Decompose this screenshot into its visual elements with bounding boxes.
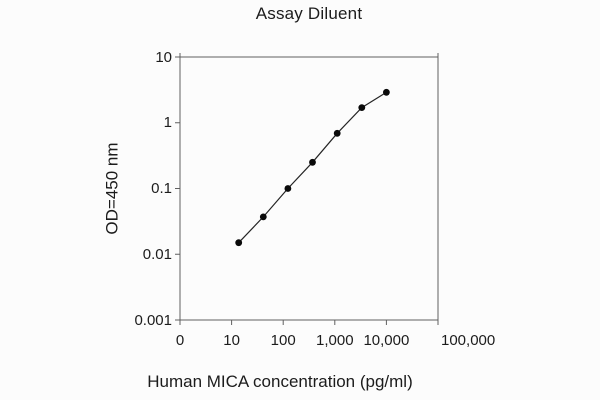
data-point	[284, 185, 292, 192]
data-point	[235, 239, 243, 247]
plot-frame	[179, 56, 439, 321]
y-tick-label: 0.1	[151, 180, 172, 197]
chart-title: Assay Diluent	[255, 4, 363, 23]
data-point	[333, 129, 341, 137]
series-line	[238, 91, 387, 244]
x-tick-label: 100,000	[441, 332, 496, 349]
x-tick-label: 100	[270, 332, 296, 349]
data-point	[383, 88, 390, 96]
data-point	[358, 104, 366, 111]
x-tick-label: 10,000	[363, 332, 410, 349]
x-tick-label: 10	[223, 332, 240, 349]
y-tick-label: 10	[155, 48, 172, 66]
x-axis-title: Human MICA concentration (pg/ml)	[147, 372, 413, 391]
y-tick-label: 0.01	[142, 245, 172, 263]
x-tick-label: 1,000	[316, 332, 354, 349]
data-point	[259, 213, 267, 221]
x-tick-label: 0	[175, 332, 185, 349]
y-tick-label: 0.001	[134, 311, 172, 329]
y-tick-label: 1	[163, 114, 172, 132]
data-point	[309, 158, 316, 166]
